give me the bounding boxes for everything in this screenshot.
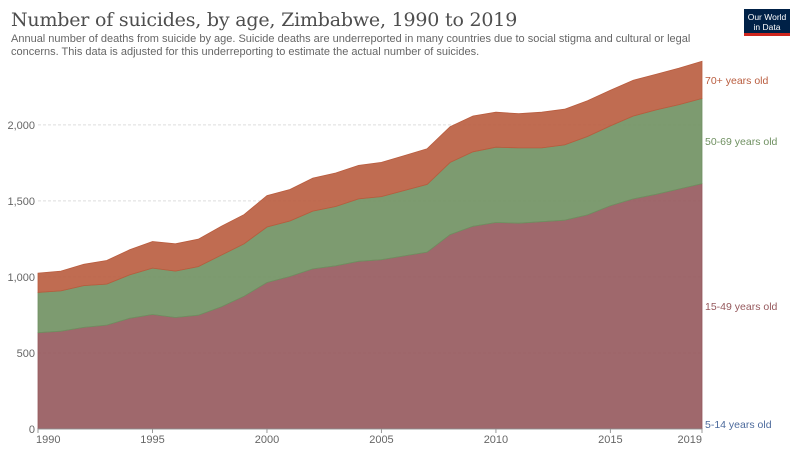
chart-subtitle: Annual number of deaths from suicide by … [11,33,691,58]
x-axis-ticks: 1990 1995 2000 2005 2010 2015 2019 [36,428,703,446]
x-tick-2015: 2015 [598,434,622,446]
x-tick-1990: 1990 [36,434,60,446]
chart-title: Number of suicides, by age, Zimbabwe, 19… [11,9,518,31]
x-tick-2000: 2000 [255,434,279,446]
owid-logo[interactable]: Our World in Data [744,9,790,36]
y-axis-ticks: 0 500 1,000 1,500 2,000 [7,120,35,436]
x-tick-2010: 2010 [484,434,508,446]
series-labels: 5-14 years old 15-49 years old 50-69 years… [705,75,778,431]
logo-line-2: in Data [753,22,781,32]
x-tick-1995: 1995 [140,434,164,446]
label-5-14-years-old[interactable]: 5-14 years old [705,419,772,431]
label-15-49-years-old[interactable]: 15-49 years old [705,301,778,313]
y-tick-500: 500 [17,348,35,360]
y-tick-0: 0 [29,424,35,436]
x-tick-2005: 2005 [369,434,393,446]
label-70-years-old[interactable]: 70+ years old [705,75,768,87]
area-series [37,60,703,430]
logo-line-1: Our World [747,12,787,22]
label-50-69-years-old[interactable]: 50-69 years old [705,136,778,148]
y-tick-1000: 1,000 [7,272,35,284]
area-70-years-old[interactable] [37,60,703,293]
y-tick-2000: 2,000 [7,120,35,132]
y-tick-1500: 1,500 [7,196,35,208]
x-tick-2019: 2019 [678,434,702,446]
